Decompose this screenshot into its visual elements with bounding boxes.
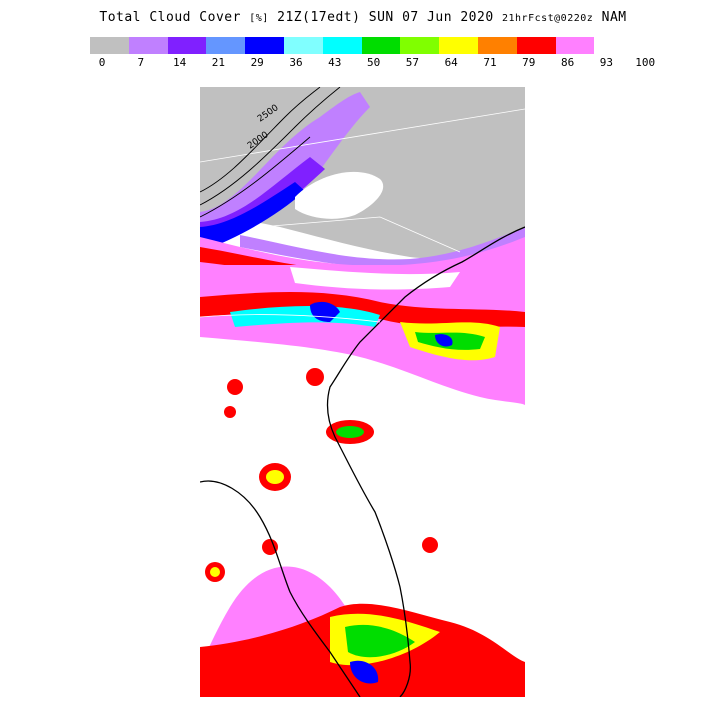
colorbar-tick-label: 14: [172, 56, 187, 69]
colorbar-tick-label: 79: [522, 56, 536, 69]
mid-band-red: [200, 292, 525, 328]
colorbar-tick-label: 0: [98, 56, 106, 69]
colorbar-swatch: [167, 37, 207, 54]
colorbar-swatch: [439, 37, 478, 54]
colorbar-swatch: [206, 37, 246, 54]
colorbar-tick-label: 57: [405, 56, 420, 69]
mid-band-blue: [310, 301, 340, 322]
border-line-1: [200, 108, 525, 163]
contour-2: [200, 87, 341, 206]
south-band-green: [345, 624, 415, 658]
coastline-east: [326, 226, 525, 697]
clear-strip: [290, 267, 460, 290]
chart-title: Total Cloud Cover [%] 21Z(17edt) SUN 07 …: [0, 10, 726, 25]
colorbar-tick-label: 29: [250, 56, 264, 69]
colorbar-tick-label: 36: [289, 56, 303, 69]
title-forecast: 21hrFcst@0220z: [502, 13, 594, 24]
cloud-band-blue: [200, 182, 305, 252]
contour-3: [200, 136, 311, 218]
colorbar-tick-label: 21: [211, 56, 226, 69]
colorbar-tick-label: 93: [599, 56, 614, 69]
colorbar-tick-label: 86: [560, 56, 575, 69]
title-units: [%]: [249, 13, 269, 24]
cell-1: [227, 379, 243, 395]
title-field: Total Cloud Cover: [99, 10, 241, 25]
cell-8-core: [210, 567, 220, 577]
contour-1: [200, 87, 321, 193]
cloud-cover-map: 2500 2000: [200, 87, 525, 697]
colorbar-swatch: [477, 37, 517, 54]
cell-5-core: [336, 426, 364, 438]
title-date: SUN 07 Jun 2020: [368, 10, 494, 25]
cell-3: [306, 368, 324, 386]
colorbar-swatch: [90, 37, 129, 54]
title-valid-time: 21Z(17edt): [277, 10, 361, 25]
colorbar-swatch: [555, 37, 595, 54]
colorbar-swatch: [322, 37, 362, 54]
title-model: NAM: [601, 10, 627, 25]
cell-2: [224, 406, 236, 418]
cell-6: [262, 539, 278, 555]
colorbar-tick-label: 43: [328, 56, 342, 69]
colorbar: [90, 37, 595, 54]
south-band-blue: [350, 660, 379, 684]
colorbar-tick-label: 7: [137, 56, 145, 69]
colorbar-tick-label: 71: [483, 56, 497, 69]
clear-region-south: [200, 337, 525, 697]
map-canvas: 2500 2000: [200, 87, 525, 697]
colorbar-swatch: [245, 37, 284, 54]
colorbar-tick-label: 64: [444, 56, 458, 69]
colorbar-swatch: [400, 37, 440, 54]
colorbar-swatch: [361, 37, 401, 54]
coastline-west: [200, 480, 361, 697]
mid-band-cyan: [230, 306, 380, 327]
cloud-band-purple: [200, 92, 370, 237]
colorbar-swatch: [128, 37, 168, 54]
colorbar-swatch: [516, 37, 556, 54]
cell-4-core: [266, 470, 284, 484]
colorbar-tick-label: 50: [366, 56, 381, 69]
clear-pocket: [295, 171, 384, 219]
colorbar-ticks: 0 7 14 21 29 36 43 50 57 64 71 79 86 93 100: [0, 56, 726, 70]
border-line-3: [200, 314, 381, 323]
colorbar-swatch: [283, 37, 323, 54]
cell-7: [422, 537, 438, 553]
colorbar-tick-label: 100: [635, 56, 656, 69]
border-line-2: [259, 216, 461, 253]
mid-band-blue-east: [435, 334, 453, 347]
